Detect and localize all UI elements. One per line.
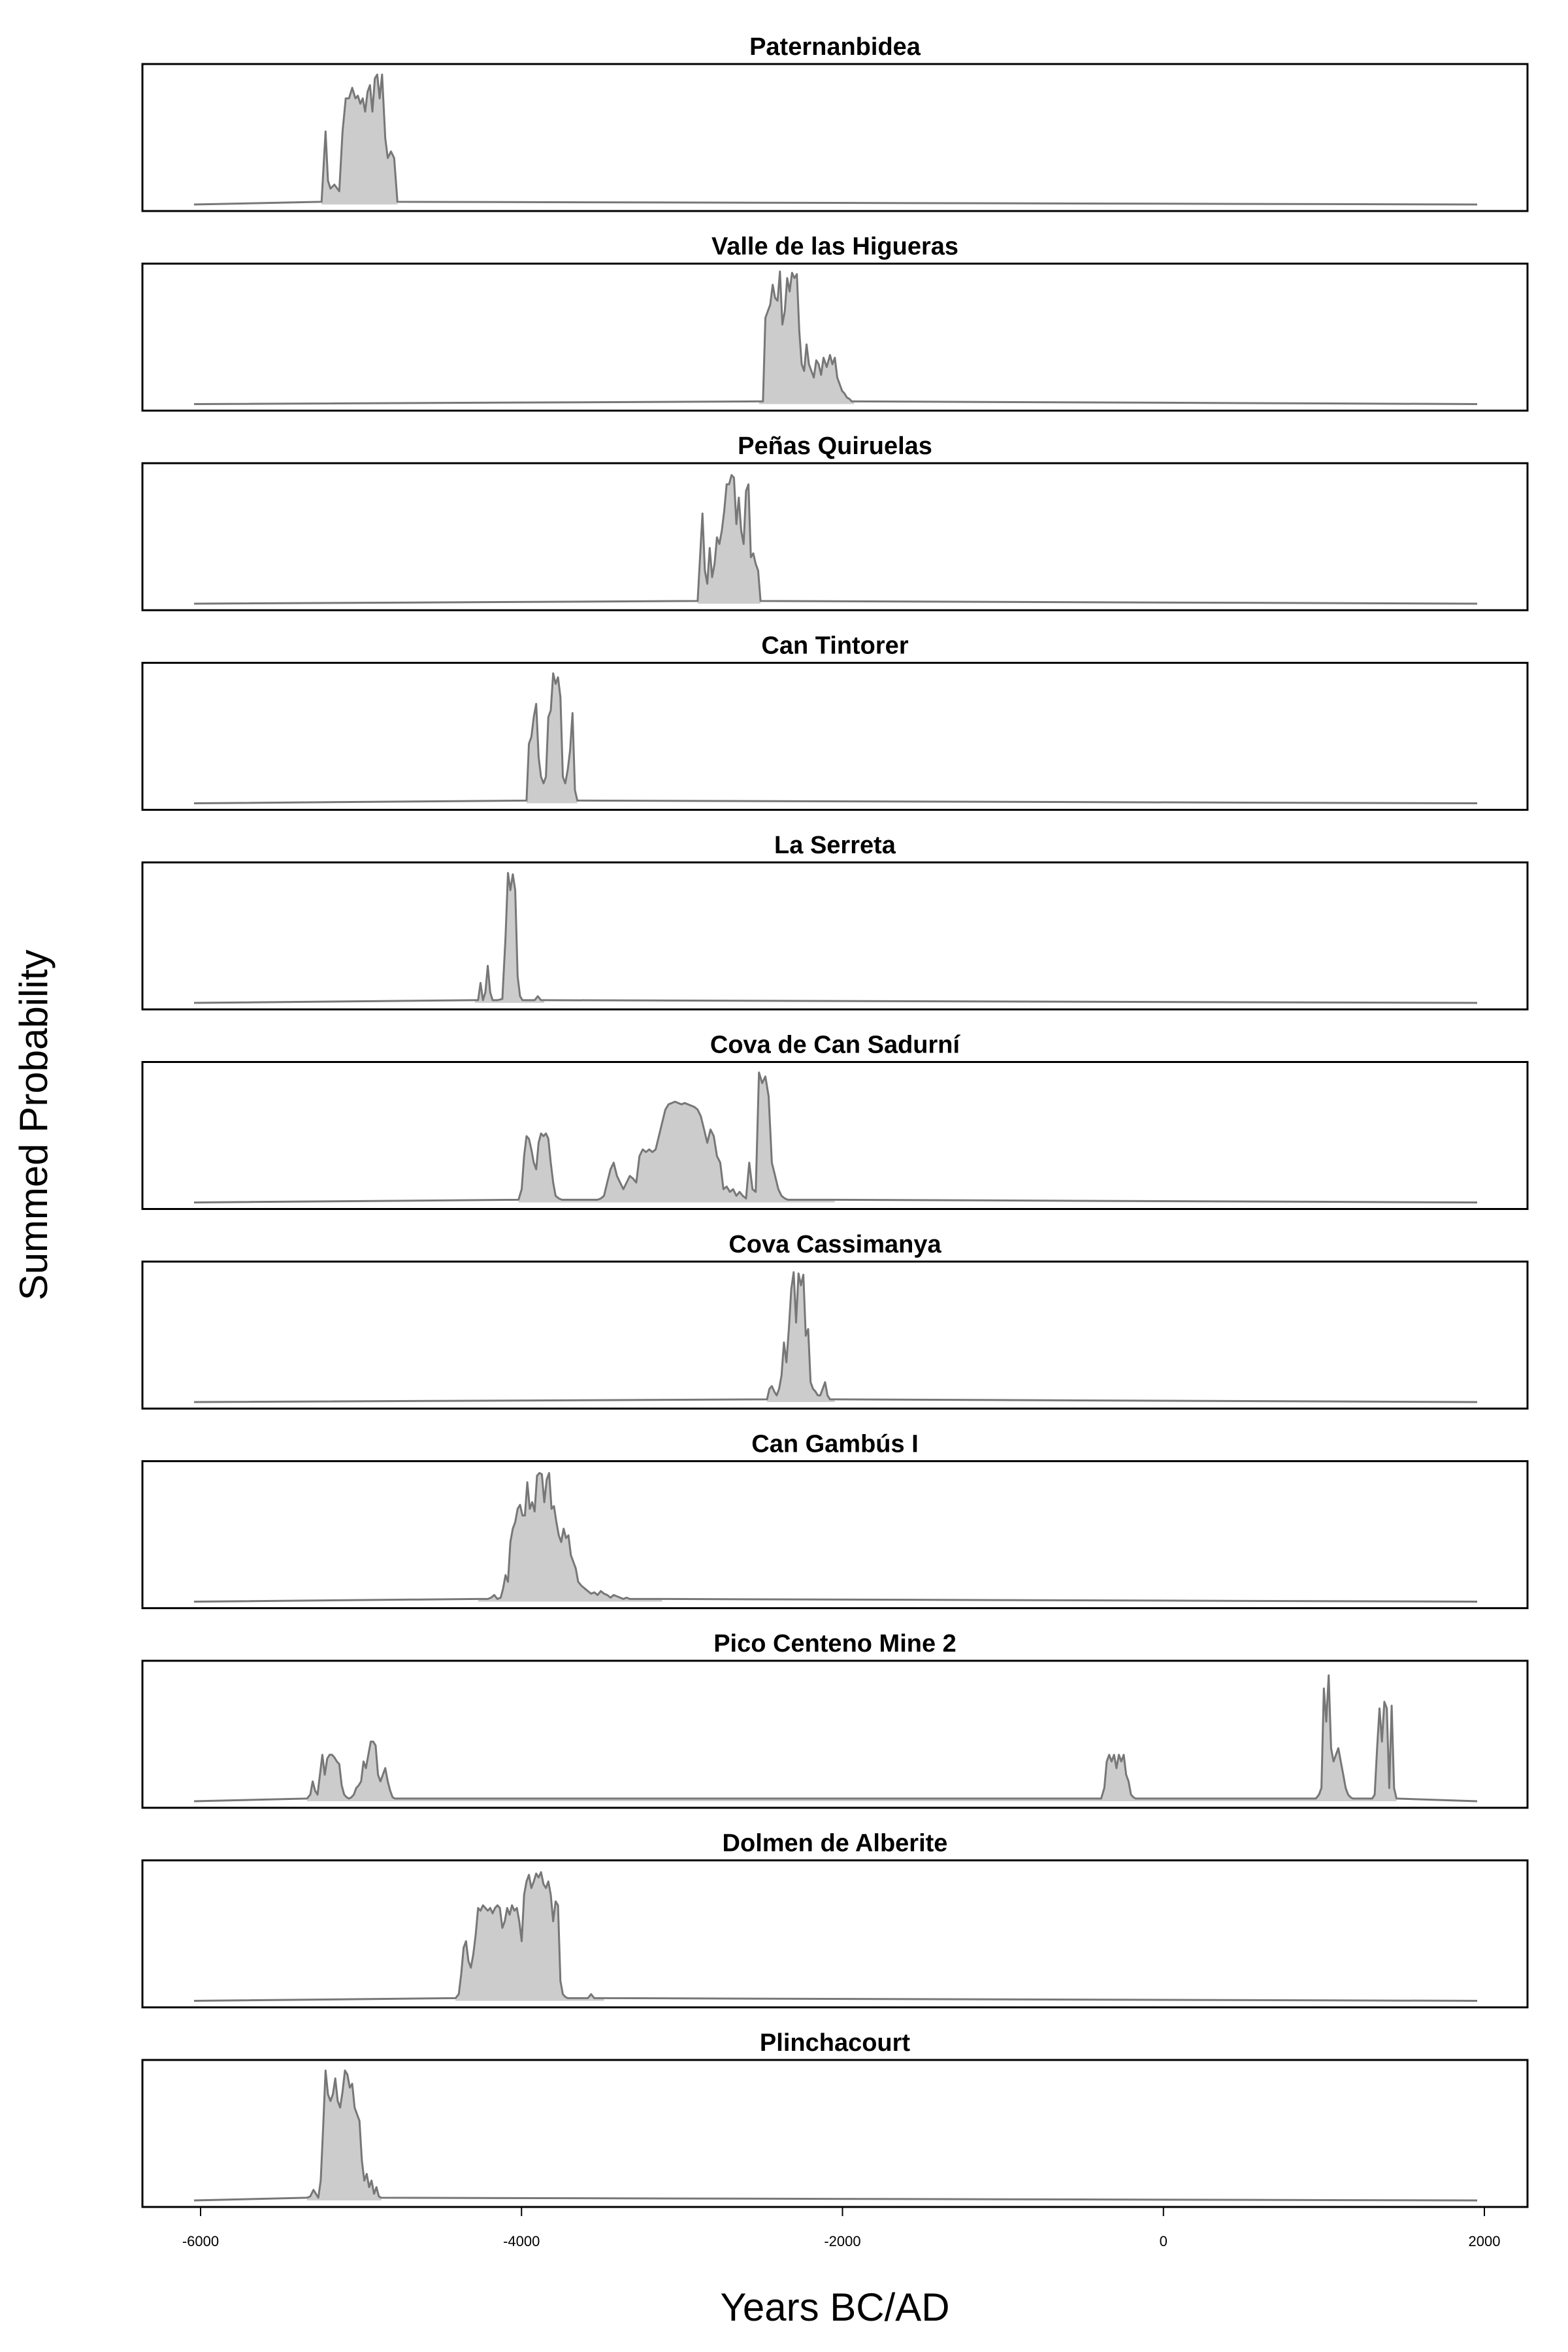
density-line	[193, 1472, 1478, 1603]
x-tick-label: -4000	[503, 2233, 540, 2249]
panel-title: Valle de las Higueras	[711, 233, 958, 261]
density-line	[193, 1271, 1478, 1403]
panel-title: Paternanbidea	[749, 33, 921, 61]
panel: Dolmen de Alberite	[141, 1830, 1529, 2008]
panel-frame	[141, 63, 1529, 212]
x-axis-title: Years BC/AD	[720, 2285, 949, 2329]
density-line	[193, 73, 1478, 206]
x-axis: -6000 -4000 -2000 0 2000	[182, 2207, 1501, 2249]
density-line	[193, 1674, 1478, 1803]
density-line	[193, 270, 1478, 405]
panel-title: Dolmen de Alberite	[723, 1830, 948, 1857]
density-line	[193, 1871, 1478, 2002]
panel: Cova Cassimanya	[141, 1231, 1529, 1410]
density-line	[193, 672, 1478, 804]
panel: Peñas Quiruelas	[141, 433, 1529, 612]
panel-title: Plinchacourt	[760, 2029, 910, 2057]
density-area	[526, 673, 578, 804]
x-tick-label: -2000	[824, 2233, 860, 2249]
panel-title: Cova Cassimanya	[728, 1231, 941, 1258]
density-line	[193, 2069, 1478, 2202]
density-line	[193, 872, 1478, 1004]
panel-frame	[141, 1260, 1529, 1410]
panel-title: Can Gambús I	[751, 1431, 919, 1458]
density-area	[306, 1675, 1397, 1801]
density-area	[478, 1473, 662, 1602]
y-axis-title: Summed Probability	[12, 950, 56, 1301]
panel-frame	[141, 861, 1529, 1011]
panel-title: Pico Centeno Mine 2	[713, 1630, 956, 1658]
panel: La Serreta	[141, 832, 1529, 1011]
panel-frame	[141, 462, 1529, 612]
density-area	[455, 1872, 604, 2001]
panel-frame	[141, 2059, 1529, 2208]
density-area	[474, 873, 545, 1003]
density-area	[518, 1072, 835, 1203]
panels-group: Paternanbidea Valle de las Higueras Peñas …	[141, 33, 1529, 2208]
panel-frame	[141, 662, 1529, 811]
panel-frame	[141, 1061, 1529, 1210]
density-area	[306, 2070, 382, 2200]
panel: Paternanbidea	[141, 33, 1529, 212]
panel-frame	[141, 1859, 1529, 2008]
panel-frame	[141, 1659, 1529, 1809]
panel-title: La Serreta	[774, 832, 896, 859]
panel-frame	[141, 263, 1529, 412]
density-area	[759, 271, 855, 404]
x-tick-label: -6000	[182, 2233, 219, 2249]
panel: Can Tintorer	[141, 632, 1529, 811]
panel: Valle de las Higueras	[141, 233, 1529, 412]
density-line	[193, 474, 1478, 605]
panel-frame	[141, 1460, 1529, 1609]
panel: Pico Centeno Mine 2	[141, 1630, 1529, 1809]
panel: Plinchacourt	[141, 2029, 1529, 2208]
x-tick-label: 2000	[1469, 2233, 1501, 2249]
x-tick-label: 0	[1160, 2233, 1168, 2249]
panel: Can Gambús I	[141, 1431, 1529, 1609]
panel-title: Peñas Quiruelas	[738, 433, 932, 460]
panel-title: Cova de Can Sadurní	[710, 1032, 961, 1059]
density-area	[767, 1272, 835, 1402]
density-line	[193, 1071, 1478, 1203]
panel-title: Can Tintorer	[761, 632, 908, 660]
panel: Cova de Can Sadurní	[141, 1032, 1529, 1210]
